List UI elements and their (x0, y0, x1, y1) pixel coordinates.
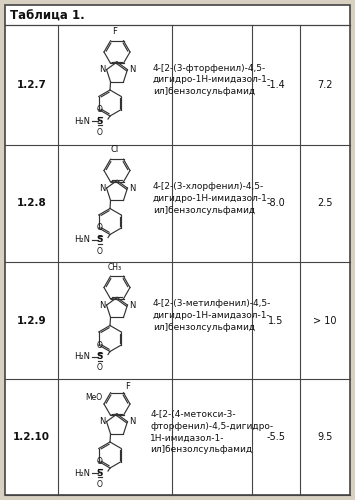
Text: N: N (129, 300, 135, 310)
Text: -5.5: -5.5 (267, 432, 285, 442)
Text: 2.5: 2.5 (317, 198, 333, 208)
Text: S: S (97, 468, 103, 477)
Text: S: S (97, 352, 103, 361)
Text: -8.0: -8.0 (267, 198, 285, 208)
Text: 4-[2-(3-фторфенил)-4,5-
дигидро-1Н-имидазол-1-
ил]бензолсульфамид: 4-[2-(3-фторфенил)-4,5- дигидро-1Н-имида… (153, 64, 271, 96)
Text: N: N (99, 65, 105, 74)
Text: 1.2.10: 1.2.10 (13, 432, 50, 442)
Text: 4-[2-(4-метокси-3-
фторфенил)-4,5-дигидро-
1Н-имидазол-1-
ил]бензолсульфамид: 4-[2-(4-метокси-3- фторфенил)-4,5-дигидр… (151, 410, 274, 454)
Text: O: O (97, 340, 103, 349)
Text: 9.5: 9.5 (317, 432, 333, 442)
Text: O: O (97, 128, 103, 137)
Text: H₂N: H₂N (74, 468, 90, 477)
Text: F: F (113, 27, 118, 36)
Text: Таблица 1.: Таблица 1. (10, 10, 85, 23)
Text: > 10: > 10 (313, 316, 337, 326)
Text: S: S (97, 116, 103, 126)
Text: O: O (97, 480, 103, 489)
Text: 1.2.9: 1.2.9 (17, 316, 46, 326)
Text: O: O (97, 224, 103, 232)
Text: 7.2: 7.2 (317, 80, 333, 90)
Text: F: F (126, 382, 130, 390)
Text: O: O (97, 105, 103, 114)
Text: 1.2.8: 1.2.8 (17, 198, 47, 208)
Text: CH₃: CH₃ (108, 262, 122, 272)
Text: S: S (97, 235, 103, 244)
Text: N: N (129, 65, 135, 74)
Text: 1.5: 1.5 (268, 316, 284, 326)
Text: 4-[2-(3-хлорфенил)-4,5-
дигидро-1Н-имидазол-1-
ил]бензолсульфамид: 4-[2-(3-хлорфенил)-4,5- дигидро-1Н-имида… (153, 182, 271, 215)
Text: N: N (129, 184, 135, 192)
Text: H₂N: H₂N (74, 352, 90, 361)
Text: O: O (97, 457, 103, 466)
Text: N: N (129, 417, 135, 426)
Text: N: N (99, 300, 105, 310)
Text: N: N (99, 184, 105, 192)
Text: O: O (97, 246, 103, 256)
Text: Cl: Cl (111, 146, 119, 154)
Text: N: N (99, 417, 105, 426)
Text: O: O (97, 364, 103, 372)
Text: 4-[2-(3-метилфенил)-4,5-
дигидро-1Н-амидазол-1-
ил]бензолсульфамид: 4-[2-(3-метилфенил)-4,5- дигидро-1Н-амид… (153, 299, 271, 332)
Text: -1.4: -1.4 (267, 80, 285, 90)
Text: H₂N: H₂N (74, 235, 90, 244)
Text: 1.2.7: 1.2.7 (17, 80, 47, 90)
Text: MeO: MeO (86, 393, 103, 402)
Text: H₂N: H₂N (74, 116, 90, 126)
